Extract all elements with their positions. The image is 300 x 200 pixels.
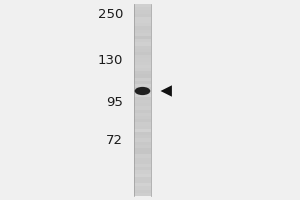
Bar xyxy=(134,167,151,170)
Bar xyxy=(134,151,151,154)
Bar xyxy=(134,42,151,46)
Bar xyxy=(134,148,151,151)
Bar xyxy=(134,4,151,7)
Bar xyxy=(134,20,151,23)
Bar xyxy=(134,33,151,36)
Bar xyxy=(134,145,151,148)
Bar xyxy=(134,23,151,26)
Bar xyxy=(134,138,151,142)
Bar xyxy=(134,122,151,126)
Bar xyxy=(134,103,151,106)
Bar xyxy=(134,189,151,193)
Bar xyxy=(134,36,151,39)
Bar xyxy=(134,193,151,196)
Bar xyxy=(134,157,151,161)
Bar xyxy=(134,180,151,183)
Bar xyxy=(134,71,151,74)
Bar xyxy=(134,113,151,116)
Bar xyxy=(134,129,151,132)
Bar xyxy=(134,161,151,164)
Bar xyxy=(134,13,151,17)
Bar xyxy=(134,170,151,174)
Bar xyxy=(134,154,151,158)
Bar xyxy=(134,177,151,180)
Bar xyxy=(134,109,151,113)
Bar xyxy=(134,52,151,55)
Bar xyxy=(134,132,151,135)
Bar xyxy=(134,106,151,110)
Bar xyxy=(134,90,151,94)
Bar xyxy=(134,119,151,122)
Bar xyxy=(134,17,151,20)
Bar xyxy=(134,164,151,167)
Bar xyxy=(134,93,151,97)
Bar xyxy=(134,84,151,87)
Bar xyxy=(134,55,151,58)
Bar xyxy=(134,26,151,30)
Text: 130: 130 xyxy=(98,53,123,66)
Bar xyxy=(134,141,151,145)
Polygon shape xyxy=(160,85,172,97)
Bar xyxy=(134,87,151,90)
Bar xyxy=(134,77,151,81)
Bar xyxy=(134,61,151,65)
Bar xyxy=(134,116,151,119)
Bar xyxy=(134,10,151,14)
Bar xyxy=(134,74,151,78)
Bar xyxy=(134,100,151,103)
Bar xyxy=(134,29,151,33)
Bar xyxy=(134,125,151,129)
Text: 95: 95 xyxy=(106,97,123,110)
Bar xyxy=(134,58,151,62)
Bar xyxy=(134,49,151,52)
Bar xyxy=(134,81,151,84)
Ellipse shape xyxy=(135,87,150,95)
Bar xyxy=(134,135,151,138)
Bar xyxy=(134,68,151,71)
Bar xyxy=(134,65,151,68)
Bar xyxy=(134,97,151,100)
Text: 250: 250 xyxy=(98,8,123,21)
Bar xyxy=(134,45,151,49)
Bar xyxy=(134,39,151,42)
Bar xyxy=(134,173,151,177)
Text: 72: 72 xyxy=(106,134,123,146)
Bar xyxy=(134,183,151,186)
Bar xyxy=(134,7,151,10)
Bar xyxy=(134,186,151,190)
